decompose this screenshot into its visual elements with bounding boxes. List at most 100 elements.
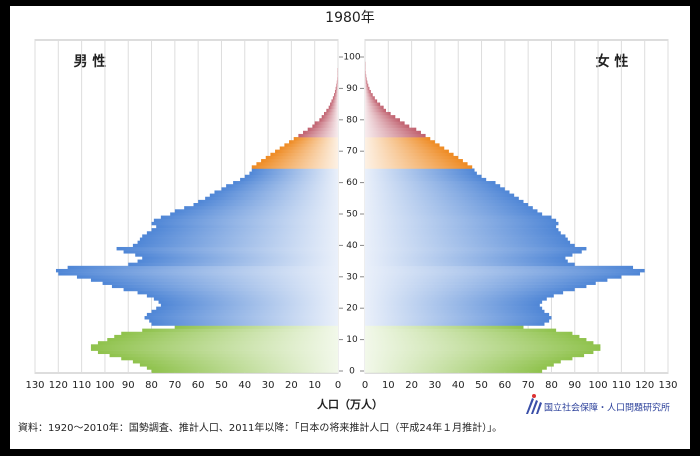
- bar: [365, 234, 566, 238]
- bar: [365, 284, 587, 289]
- x-tick-label: 20: [285, 380, 298, 391]
- bar: [365, 240, 571, 245]
- bar: [365, 146, 445, 150]
- bar: [365, 203, 529, 207]
- bar: [365, 347, 601, 351]
- bar: [151, 309, 338, 314]
- bar: [365, 152, 454, 157]
- bar: [365, 168, 475, 172]
- bar: [121, 331, 338, 336]
- bar: [123, 287, 338, 292]
- bar: [365, 328, 557, 333]
- bar: [184, 206, 338, 210]
- bar: [156, 306, 338, 311]
- bar: [151, 221, 338, 226]
- bar: [365, 193, 515, 198]
- x-tick-label: 0: [362, 380, 368, 391]
- bar: [365, 360, 561, 364]
- bar: [365, 331, 573, 336]
- x-tick-label: 70: [522, 380, 535, 391]
- bar: [102, 281, 338, 285]
- bar: [365, 334, 580, 339]
- bar: [365, 231, 561, 235]
- bar: [365, 338, 587, 342]
- y-tick-label: 70: [346, 147, 358, 157]
- bar: [221, 187, 338, 191]
- bar: [365, 143, 440, 147]
- bar: [337, 77, 338, 81]
- bar: [244, 174, 338, 179]
- bar: [365, 108, 386, 113]
- bar: [335, 86, 338, 91]
- bar: [144, 316, 338, 320]
- bar: [365, 190, 510, 194]
- bar: [365, 366, 547, 370]
- bar: [365, 306, 543, 311]
- bar: [365, 159, 463, 163]
- bar: [284, 143, 338, 147]
- bar: [330, 102, 338, 106]
- bar: [139, 363, 338, 367]
- bar: [365, 369, 543, 373]
- y-tick-label: 100: [343, 53, 360, 63]
- bar: [365, 80, 368, 84]
- x-tick-label: 100: [589, 380, 608, 391]
- bar: [365, 127, 417, 132]
- bar: [321, 115, 338, 119]
- bar: [151, 322, 338, 326]
- bar: [114, 334, 338, 339]
- bar: [121, 356, 338, 361]
- bar: [365, 209, 538, 213]
- y-tick-label: 10: [346, 335, 358, 345]
- bar: [365, 237, 568, 241]
- bar: [365, 341, 594, 345]
- chart-title: 1980年: [325, 10, 375, 26]
- x-tick-label: 30: [262, 380, 275, 391]
- bar: [251, 168, 338, 172]
- y-tick-label: 40: [346, 241, 358, 251]
- bar: [365, 356, 573, 361]
- bar: [365, 196, 519, 201]
- x-tick-label: 60: [498, 380, 511, 391]
- bar: [365, 115, 396, 119]
- bar: [312, 124, 338, 128]
- bar: [365, 281, 596, 285]
- bar: [365, 162, 468, 166]
- x-tick-label: 50: [475, 380, 488, 391]
- bar: [249, 171, 338, 176]
- x-tick-label: 40: [238, 380, 251, 391]
- bar: [365, 184, 501, 188]
- frame: [10, 6, 690, 449]
- bar: [90, 278, 338, 282]
- bar: [109, 353, 338, 358]
- bar: [365, 181, 496, 185]
- bar: [90, 344, 338, 348]
- bar: [365, 272, 641, 276]
- bar: [365, 187, 505, 191]
- bar: [97, 341, 338, 345]
- x-tick-label: 100: [95, 380, 114, 391]
- bar: [365, 199, 524, 204]
- bar: [226, 184, 338, 188]
- legend-label: 女 性: [596, 53, 629, 70]
- bar: [365, 344, 601, 348]
- bar: [137, 259, 338, 263]
- x-tick-label: 50: [215, 380, 228, 391]
- bar: [205, 196, 338, 201]
- bar: [334, 93, 338, 97]
- bar: [214, 190, 338, 194]
- bar: [365, 215, 552, 220]
- bar: [55, 268, 338, 273]
- bar: [365, 268, 645, 273]
- x-tick-label: 130: [25, 380, 44, 391]
- bar: [365, 96, 375, 100]
- bar: [365, 140, 435, 144]
- bar: [146, 231, 338, 235]
- y-tick-label: 30: [346, 272, 358, 282]
- bar: [142, 256, 338, 260]
- bar: [314, 121, 338, 125]
- bar: [365, 262, 575, 267]
- x-tick-label: 80: [145, 380, 158, 391]
- bar: [58, 272, 339, 276]
- bar: [289, 140, 338, 144]
